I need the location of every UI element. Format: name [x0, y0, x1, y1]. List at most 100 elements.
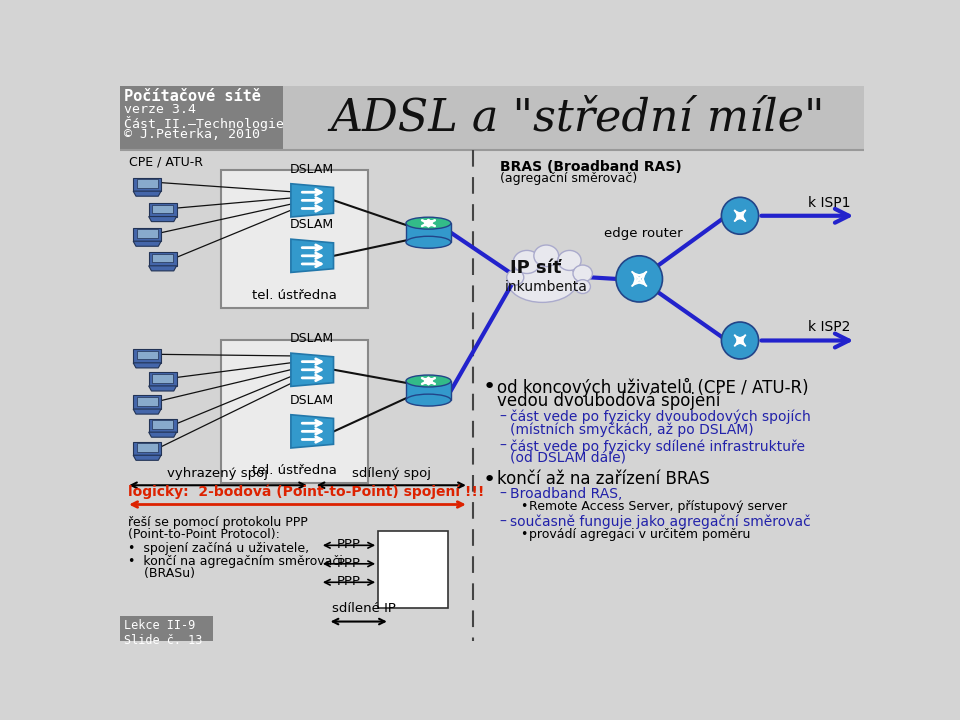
Text: –: –	[500, 515, 507, 528]
Polygon shape	[149, 372, 177, 386]
Text: CPE / ATU-R: CPE / ATU-R	[130, 156, 204, 168]
Polygon shape	[133, 191, 161, 197]
Bar	[378, 531, 447, 608]
Text: •: •	[483, 470, 496, 490]
Bar	[406, 381, 451, 400]
Polygon shape	[133, 241, 161, 246]
Text: Lekce II-9
Slide č. 13: Lekce II-9 Slide č. 13	[124, 619, 203, 647]
Polygon shape	[133, 349, 161, 363]
Text: ADSL a "střední míle": ADSL a "střední míle"	[330, 96, 825, 140]
Circle shape	[721, 197, 758, 234]
Text: PPP: PPP	[337, 557, 361, 570]
Ellipse shape	[406, 236, 451, 248]
Bar	[120, 86, 283, 150]
Text: provádí agregaci v určitém poměru: provádí agregaci v určitém poměru	[529, 528, 751, 541]
Text: Broadband RAS,: Broadband RAS,	[510, 487, 622, 501]
Polygon shape	[133, 363, 161, 368]
Bar	[136, 179, 157, 188]
Text: edge router: edge router	[604, 228, 683, 240]
Bar	[152, 420, 173, 428]
Text: současně funguje jako agregační směrovač: současně funguje jako agregační směrovač	[510, 515, 810, 529]
Ellipse shape	[406, 217, 451, 229]
Ellipse shape	[507, 270, 524, 285]
Bar	[221, 341, 368, 483]
Text: –: –	[500, 487, 507, 501]
Text: •  končí na agregačním směrovači: • končí na agregačním směrovači	[128, 554, 343, 567]
Text: •: •	[520, 528, 527, 541]
Text: (BRASu): (BRASu)	[128, 567, 195, 580]
Ellipse shape	[573, 265, 592, 282]
Polygon shape	[291, 184, 333, 217]
Text: BRAS (Broadband RAS): BRAS (Broadband RAS)	[500, 161, 682, 174]
Polygon shape	[133, 228, 161, 241]
Polygon shape	[291, 353, 333, 387]
Text: DSLAM: DSLAM	[290, 394, 334, 407]
Polygon shape	[149, 217, 177, 222]
Ellipse shape	[534, 245, 559, 266]
Text: Počítačové sítě: Počítačové sítě	[124, 89, 261, 104]
Text: od koncových uživatelů (CPE / ATU-R): od koncových uživatelů (CPE / ATU-R)	[496, 377, 808, 397]
Bar	[136, 229, 157, 238]
Text: inkumbenta: inkumbenta	[505, 279, 588, 294]
Text: PPP: PPP	[337, 575, 361, 588]
Bar	[136, 444, 157, 452]
Text: k ISP2: k ISP2	[807, 320, 850, 334]
Text: –: –	[500, 410, 507, 424]
Text: k ISP1: k ISP1	[807, 196, 850, 210]
Polygon shape	[149, 432, 177, 437]
Bar	[152, 374, 173, 382]
Polygon shape	[133, 441, 161, 455]
Text: vyhrazený spoj: vyhrazený spoj	[167, 467, 268, 480]
Bar	[406, 223, 451, 242]
Polygon shape	[133, 409, 161, 414]
Ellipse shape	[406, 394, 451, 406]
Bar	[152, 204, 173, 213]
Circle shape	[616, 256, 662, 302]
Polygon shape	[291, 415, 333, 448]
Text: sdílený spoj: sdílený spoj	[351, 467, 431, 480]
Text: část vede po fyzicky dvoubodových spojích: část vede po fyzicky dvoubodových spojíc…	[510, 410, 810, 424]
Polygon shape	[149, 252, 177, 266]
Polygon shape	[149, 418, 177, 432]
Text: (od DSLAM dále): (od DSLAM dále)	[510, 451, 626, 465]
Text: Část II.–Technologie: Část II.–Technologie	[124, 116, 284, 130]
Text: řeší se pomocí protokolu PPP: řeší se pomocí protokolu PPP	[128, 516, 307, 529]
Bar	[120, 86, 864, 150]
Bar	[120, 616, 213, 641]
Bar	[152, 254, 173, 262]
Polygon shape	[291, 239, 333, 272]
Polygon shape	[133, 455, 161, 460]
Polygon shape	[149, 266, 177, 271]
Text: –: –	[500, 439, 507, 453]
Text: logicky:  2-bodová (Point-to-Point) spojení !!!: logicky: 2-bodová (Point-to-Point) spoje…	[128, 485, 484, 499]
Ellipse shape	[575, 279, 590, 294]
Text: končí až na zařízení BRAS: končí až na zařízení BRAS	[496, 470, 709, 488]
Text: DSLAM: DSLAM	[290, 332, 334, 345]
Text: sdílené IP: sdílené IP	[332, 603, 396, 616]
Ellipse shape	[406, 375, 451, 387]
Circle shape	[721, 322, 758, 359]
Polygon shape	[133, 178, 161, 191]
Text: IP síť: IP síť	[511, 259, 562, 277]
Polygon shape	[149, 386, 177, 391]
Bar	[221, 169, 368, 308]
Ellipse shape	[558, 251, 581, 271]
Text: (místních smyčkách, až po DSLAM): (místních smyčkách, až po DSLAM)	[510, 422, 754, 436]
Text: část vede po fyzicky sdílené infrastruktuře: část vede po fyzicky sdílené infrastrukt…	[510, 439, 804, 454]
Text: (agregační směrovač): (agregační směrovač)	[500, 172, 637, 185]
Text: tel. ústředna: tel. ústředna	[252, 464, 337, 477]
Text: Remote Access Server, přístupový server: Remote Access Server, přístupový server	[529, 500, 787, 513]
Text: •: •	[520, 500, 527, 513]
Text: (Point-to-Point Protocol):: (Point-to-Point Protocol):	[128, 528, 279, 541]
Bar	[136, 397, 157, 405]
Text: © J.Peterka, 2010: © J.Peterka, 2010	[124, 128, 260, 141]
Text: tel. ústředna: tel. ústředna	[252, 289, 337, 302]
Ellipse shape	[508, 260, 577, 302]
Bar	[136, 351, 157, 359]
Ellipse shape	[514, 251, 540, 274]
Text: verze 3.4: verze 3.4	[124, 104, 196, 117]
Polygon shape	[149, 203, 177, 217]
Text: PPP: PPP	[337, 539, 361, 552]
Text: •  spojení začíná u uživatele,: • spojení začíná u uživatele,	[128, 542, 309, 555]
Polygon shape	[133, 395, 161, 409]
